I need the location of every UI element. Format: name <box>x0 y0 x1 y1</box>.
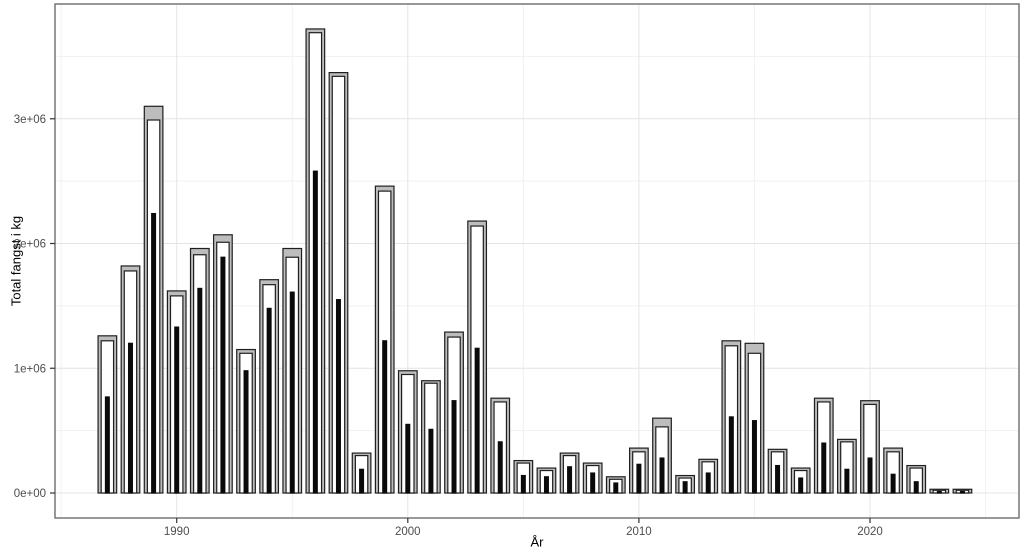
bar-inner-black-bar-2004 <box>497 441 503 494</box>
bar-inner-black-bar-1999 <box>382 340 388 494</box>
bar-inner-black-bar-2023 <box>936 490 942 494</box>
bar-inner-black-bar-1992 <box>220 256 226 494</box>
x-tick-label: 1990 <box>164 526 190 538</box>
bar-inner-black-bar-2024 <box>959 490 965 494</box>
bar-inner-black-bar-2000 <box>405 423 411 494</box>
bar-inner-black-bar-2018 <box>821 442 827 494</box>
panel-border <box>54 3 1020 519</box>
y-tick-label: 2e+06 <box>14 239 46 251</box>
bar-inner-black-bar-1993 <box>243 370 249 494</box>
bar-inner-black-bar-2005 <box>520 474 526 494</box>
bar-inner-black-bar-2015 <box>751 420 757 494</box>
bar-inner-black-bar-2019 <box>844 468 850 494</box>
x-tick-label: 2000 <box>395 526 421 538</box>
y-tick-label: 3e+06 <box>14 114 46 126</box>
bar-inner-black-bar-2010 <box>636 463 642 494</box>
bar-inner-black-bar-2006 <box>543 476 549 494</box>
bar-inner-black-bar-2003 <box>474 347 480 494</box>
bar-inner-black-bar-1989 <box>151 212 157 494</box>
bar-inner-black-bar-2021 <box>890 473 896 494</box>
bar-inner-black-bar-1995 <box>289 291 295 494</box>
bar-inner-black-bar-2001 <box>428 428 434 494</box>
bar-inner-black-bar-2008 <box>590 472 596 494</box>
bar-inner-black-bar-2011 <box>659 457 665 494</box>
bar-inner-black-bar-2020 <box>867 457 873 494</box>
y-axis-title: Total fangst i kg <box>8 215 24 307</box>
bar-inner-black-bar-1997 <box>335 299 341 494</box>
bar-inner-black-bar-2009 <box>613 482 619 494</box>
bar-inner-black-bar-2016 <box>775 464 781 494</box>
bar-inner-black-bar-2007 <box>567 466 573 494</box>
bar-inner-black-bar-1990 <box>174 326 180 494</box>
bar-inner-black-bar-1991 <box>197 287 203 494</box>
bar-inner-black-bar-2014 <box>728 416 734 494</box>
bar-inner-black-bar-1988 <box>127 342 133 494</box>
y-tick-label: 0e+00 <box>14 488 46 500</box>
bar-inner-black-bar-2022 <box>913 481 919 494</box>
bar-inner-black-bar-1987 <box>104 396 110 494</box>
bar-inner-black-bar-1998 <box>359 468 365 494</box>
x-tick-label: 2010 <box>626 526 652 538</box>
y-tick-label: 1e+06 <box>14 363 46 375</box>
bar-inner-black-bar-1996 <box>312 170 318 494</box>
bar-inner-black-bar-2017 <box>798 477 804 494</box>
x-tick-label: 2020 <box>857 526 883 538</box>
bar-inner-black-bar-1994 <box>266 307 272 494</box>
bar-inner-black-bar-2013 <box>705 472 711 494</box>
bar-inner-black-bar-2012 <box>682 481 688 494</box>
bar-inner-black-bar-2002 <box>451 400 457 494</box>
x-axis-title: År <box>530 534 544 550</box>
